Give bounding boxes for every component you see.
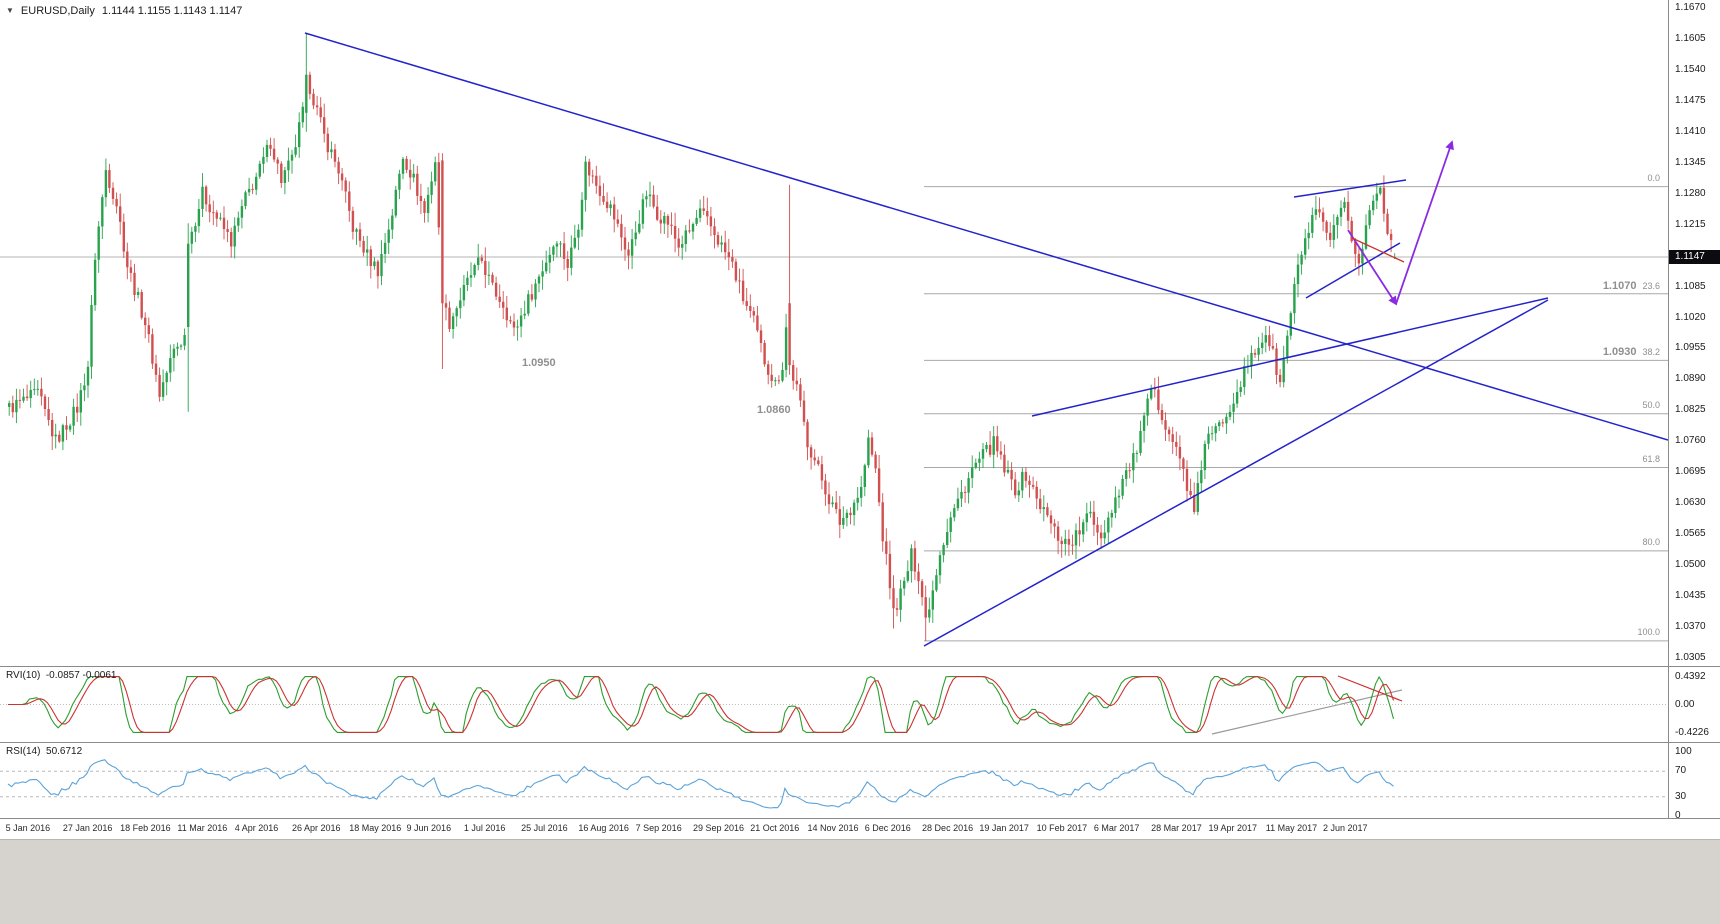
symbol-timeframe-label: EURUSD,Daily — [20, 5, 95, 17]
rsi-line — [7, 759, 1394, 809]
time-tick: 19 Jan 2017 — [979, 823, 1029, 833]
price-tick: 1.1345 — [1675, 156, 1706, 168]
trendline — [1337, 675, 1403, 702]
time-tick: 19 Apr 2017 — [1208, 823, 1257, 833]
time-tick: 10 Feb 2017 — [1036, 823, 1088, 833]
rvi-values: -0.0857 -0.0061 — [45, 670, 117, 681]
price-tick: 1.0305 — [1675, 652, 1706, 663]
time-tick: 1 Jul 2016 — [463, 823, 506, 833]
time-tick: 5 Jan 2016 — [5, 823, 51, 833]
price-tick: 1.0630 — [1675, 497, 1706, 509]
price-tick: 1.0565 — [1675, 528, 1706, 540]
panel-separator[interactable] — [0, 666, 1720, 667]
panel-separator[interactable] — [0, 742, 1720, 743]
price-scale[interactable]: 1.1670 1.1605 1.1540 1.1475 1.1410 1.1345 1.12… — [1669, 0, 1720, 821]
rvi-line — [8, 675, 1395, 733]
trendline — [1211, 689, 1403, 735]
ohlc-readout: 1.1144 1.1155 1.1143 1.1147 — [101, 5, 243, 17]
fibonacci-lines — [924, 186, 1668, 642]
chart-canvas[interactable] — [0, 0, 1668, 818]
rvi-signal-line — [8, 675, 1395, 733]
price-tick: 1.0890 — [1675, 373, 1706, 385]
price-tick: 1.0955 — [1675, 342, 1706, 354]
rvi-axis-max: 0.4392 — [1675, 671, 1706, 682]
time-tick: 4 Apr 2016 — [234, 823, 279, 833]
time-tick: 11 May 2017 — [1265, 823, 1318, 833]
time-tick: 18 May 2016 — [349, 823, 402, 833]
price-tick: 1.1670 — [1675, 2, 1706, 13]
time-scale[interactable]: 5 Jan 2016 27 Jan 2016 18 Feb 2016 11 Mar 2… — [0, 819, 1668, 838]
price-tick: 1.1215 — [1675, 218, 1706, 230]
time-tick: 2 Jun 2017 — [1323, 823, 1368, 833]
window-bottom-area — [0, 839, 1720, 924]
price-tick: 1.0500 — [1675, 559, 1706, 571]
trendline — [1031, 297, 1549, 417]
trendline — [923, 299, 1549, 647]
price-tick: 1.0825 — [1675, 404, 1706, 416]
rvi-axis-min: -0.4226 — [1675, 727, 1709, 738]
trendline — [1351, 237, 1405, 263]
time-tick: 18 Feb 2016 — [120, 823, 171, 833]
price-tick: 1.1280 — [1675, 187, 1706, 199]
rsi-indicator-label: RSI(14) 50.6712 — [6, 746, 82, 757]
price-tick: 1.1085 — [1675, 280, 1706, 292]
price-tick: 1.1605 — [1675, 32, 1706, 44]
rvi-name: RVI(10) — [6, 670, 41, 681]
rsi-axis-100: 100 — [1675, 746, 1692, 757]
time-tick: 26 Apr 2016 — [291, 823, 341, 833]
price-tick: 1.0435 — [1675, 590, 1706, 602]
price-tick: 1.0695 — [1675, 466, 1706, 478]
panel-separator[interactable] — [0, 818, 1720, 819]
rsi-name: RSI(14) — [6, 746, 41, 757]
time-tick: 7 Sep 2016 — [635, 823, 682, 833]
trendlines — [304, 32, 1668, 735]
rsi-value: 50.6712 — [46, 746, 83, 757]
rsi-axis-0: 0 — [1675, 810, 1681, 821]
price-tick: 1.1540 — [1675, 63, 1706, 75]
price-tick: 1.0760 — [1675, 435, 1706, 447]
time-tick: 28 Dec 2016 — [922, 823, 974, 833]
price-tick: 1.1020 — [1675, 311, 1706, 323]
time-tick: 27 Jan 2016 — [62, 823, 113, 833]
rsi-axis-70: 70 — [1675, 765, 1687, 777]
chart-header: ▼ EURUSD,Daily 1.1144 1.1155 1.1143 1.11… — [6, 5, 242, 17]
trendline — [1347, 229, 1397, 306]
time-tick: 28 Mar 2017 — [1151, 823, 1202, 833]
time-tick: 21 Oct 2016 — [750, 823, 800, 833]
trendline — [1293, 179, 1407, 198]
axis-separator — [1668, 0, 1669, 818]
time-tick: 16 Aug 2016 — [578, 823, 629, 833]
time-tick: 6 Mar 2017 — [1093, 823, 1140, 833]
time-tick: 11 Mar 2016 — [177, 823, 228, 833]
time-tick: 9 Jun 2016 — [406, 823, 452, 833]
symbol-marker-icon: ▼ — [6, 6, 14, 15]
rsi-axis-30: 30 — [1675, 790, 1687, 802]
time-tick: 25 Jul 2016 — [521, 823, 568, 833]
price-tick: 1.1410 — [1675, 125, 1706, 137]
rvi-axis-zero: 0.00 — [1675, 699, 1695, 710]
rvi-indicator-label: RVI(10) -0.0857 -0.0061 — [6, 670, 116, 681]
time-tick: 14 Nov 2016 — [807, 823, 859, 833]
candlestick-series — [8, 33, 1396, 641]
time-tick: 6 Dec 2016 — [864, 823, 911, 833]
trendline — [1395, 140, 1454, 305]
trendline — [304, 32, 1668, 441]
price-tick: 1.0370 — [1675, 621, 1706, 633]
time-tick: 29 Sep 2016 — [692, 823, 744, 833]
current-price-tag: 1.1147 — [1669, 250, 1720, 265]
price-tick: 1.1475 — [1675, 94, 1706, 106]
trendline — [1305, 242, 1401, 299]
